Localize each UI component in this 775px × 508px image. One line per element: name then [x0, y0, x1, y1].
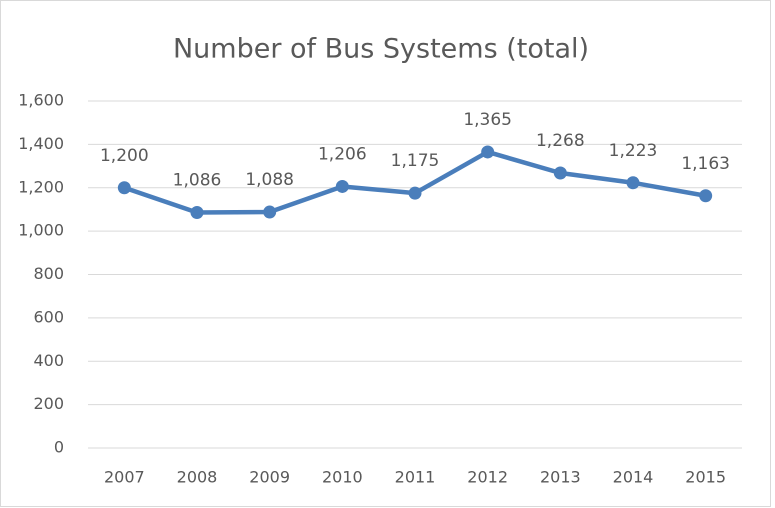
y-tick-label: 1,000	[18, 221, 64, 240]
data-point	[335, 179, 349, 193]
x-tick-label: 2007	[104, 468, 145, 487]
x-tick-label: 2011	[395, 468, 436, 487]
y-tick-label: 1,200	[18, 177, 64, 196]
data-point	[190, 205, 204, 219]
y-tick-label: 400	[33, 351, 64, 370]
chart-title: Number of Bus Systems (total)	[173, 34, 589, 65]
data-point	[481, 145, 495, 159]
data-point	[699, 189, 713, 203]
x-tick-label: 2014	[613, 468, 654, 487]
data-label: 1,163	[681, 154, 730, 174]
data-label: 1,086	[173, 170, 222, 190]
x-tick-label: 2015	[685, 468, 726, 487]
y-tick-label: 1,400	[18, 134, 64, 153]
y-tick-label: 1,600	[18, 91, 64, 110]
data-label: 1,206	[318, 144, 367, 164]
data-label: 1,268	[536, 131, 585, 151]
data-label: 1,223	[609, 141, 658, 161]
x-tick-label: 2010	[322, 468, 363, 487]
data-label: 1,088	[245, 170, 294, 190]
data-label: 1,365	[463, 110, 512, 130]
x-tick-label: 2008	[177, 468, 218, 487]
y-tick-label: 200	[33, 394, 64, 413]
x-tick-label: 2012	[467, 468, 508, 487]
data-label: 1,175	[391, 151, 440, 171]
x-tick-label: 2009	[249, 468, 290, 487]
y-tick-label: 600	[33, 307, 64, 326]
x-tick-label: 2013	[540, 468, 581, 487]
data-label: 1,200	[100, 146, 149, 166]
y-tick-label: 0	[54, 438, 64, 457]
y-tick-label: 800	[33, 264, 64, 283]
data-point	[408, 186, 422, 200]
data-point	[553, 166, 567, 180]
data-point	[263, 205, 277, 219]
data-point	[117, 181, 131, 195]
data-point	[626, 176, 640, 190]
